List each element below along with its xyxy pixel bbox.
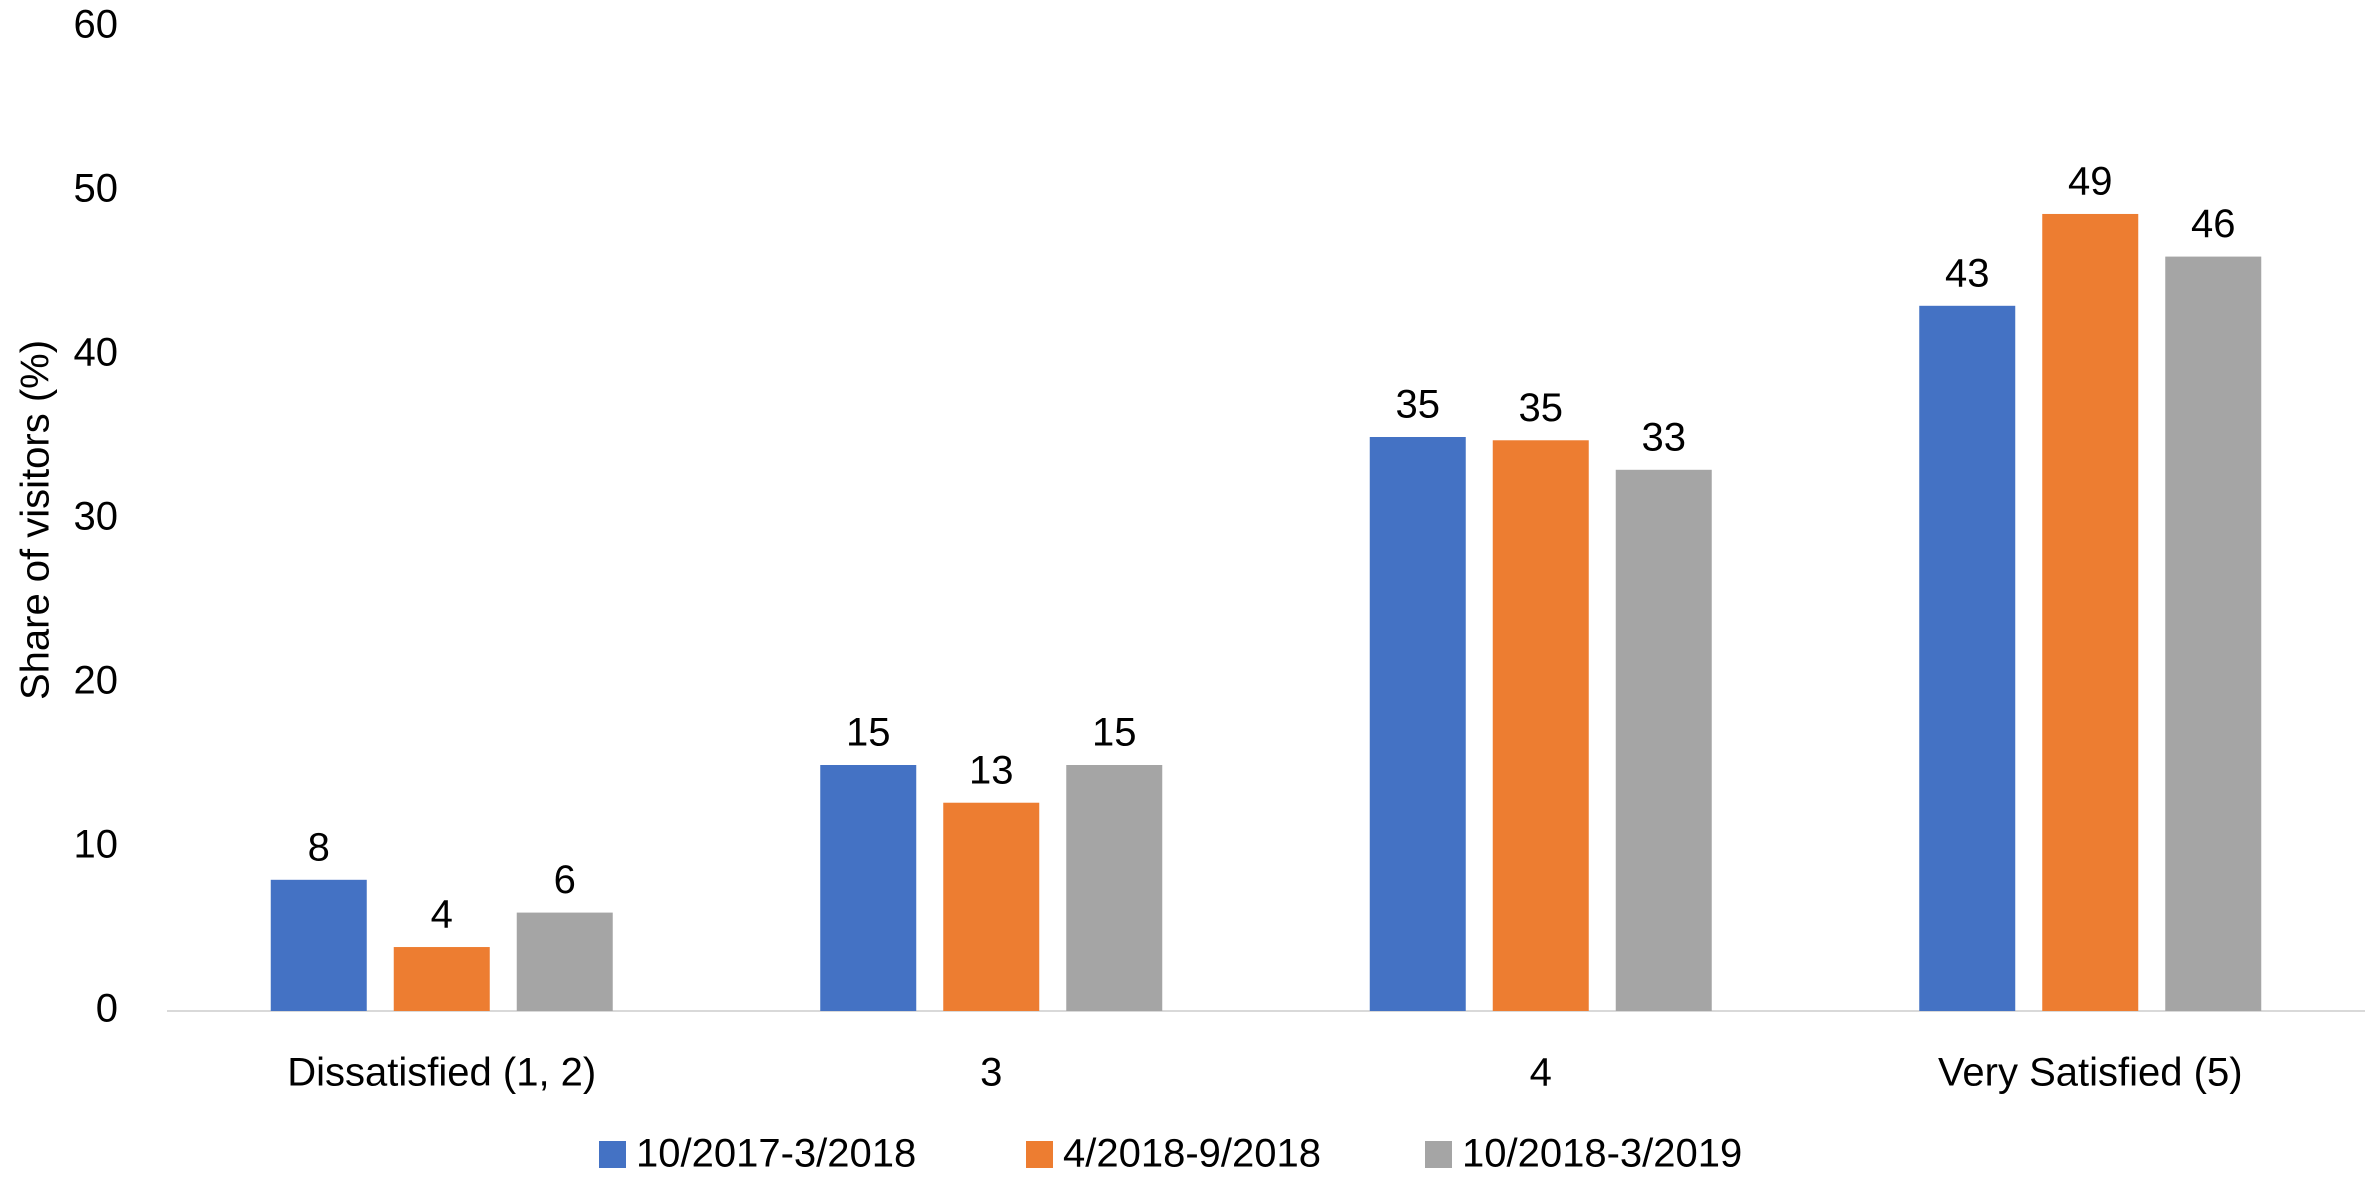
legend-label: 10/2017-3/2018: [636, 1132, 916, 1176]
data-label: 15: [1092, 711, 1137, 755]
legend-label: 10/2018-3/2019: [1462, 1132, 1742, 1176]
bar: [270, 879, 367, 1011]
y-tick-label: 10: [74, 823, 119, 867]
bar: [1066, 765, 1163, 1011]
x-tick-label: 3: [980, 1051, 1002, 1095]
bar: [1919, 305, 2016, 1011]
bar: [2165, 256, 2262, 1012]
bar: [516, 912, 613, 1011]
data-label: 33: [1642, 415, 1687, 459]
y-tick-label: 0: [96, 987, 118, 1031]
y-tick-label: 50: [74, 167, 119, 211]
y-axis-title: Share of visitors (%): [14, 340, 58, 700]
data-label: 6: [554, 858, 576, 902]
x-tick-label: 4: [1530, 1051, 1552, 1095]
bar: [1615, 469, 1712, 1011]
y-tick-label: 20: [74, 659, 119, 703]
bar: [943, 802, 1040, 1011]
legend-swatch: [599, 1141, 626, 1168]
data-label: 35: [1396, 383, 1441, 427]
bar: [1369, 437, 1466, 1011]
data-label: 43: [1945, 251, 1990, 295]
data-label: 35: [1519, 386, 1564, 430]
bar: [393, 947, 490, 1011]
data-label: 49: [2068, 160, 2113, 204]
y-tick-label: 30: [74, 495, 119, 539]
legend-swatch: [1425, 1141, 1452, 1168]
data-label: 15: [846, 711, 891, 755]
y-tick-label: 60: [74, 3, 119, 47]
x-tick-label: Very Satisfied (5): [1938, 1051, 2243, 1095]
data-label: 13: [969, 748, 1014, 792]
legend-label: 4/2018-9/2018: [1063, 1132, 1321, 1176]
legend-swatch: [1026, 1141, 1053, 1168]
bar: [2042, 213, 2139, 1011]
x-tick-label: Dissatisfied (1, 2): [287, 1051, 596, 1095]
data-label: 4: [431, 893, 453, 937]
y-tick-label: 40: [74, 331, 119, 375]
bar: [1492, 440, 1589, 1011]
data-label: 8: [308, 825, 330, 869]
bar: [820, 765, 917, 1011]
data-label: 46: [2191, 202, 2236, 246]
